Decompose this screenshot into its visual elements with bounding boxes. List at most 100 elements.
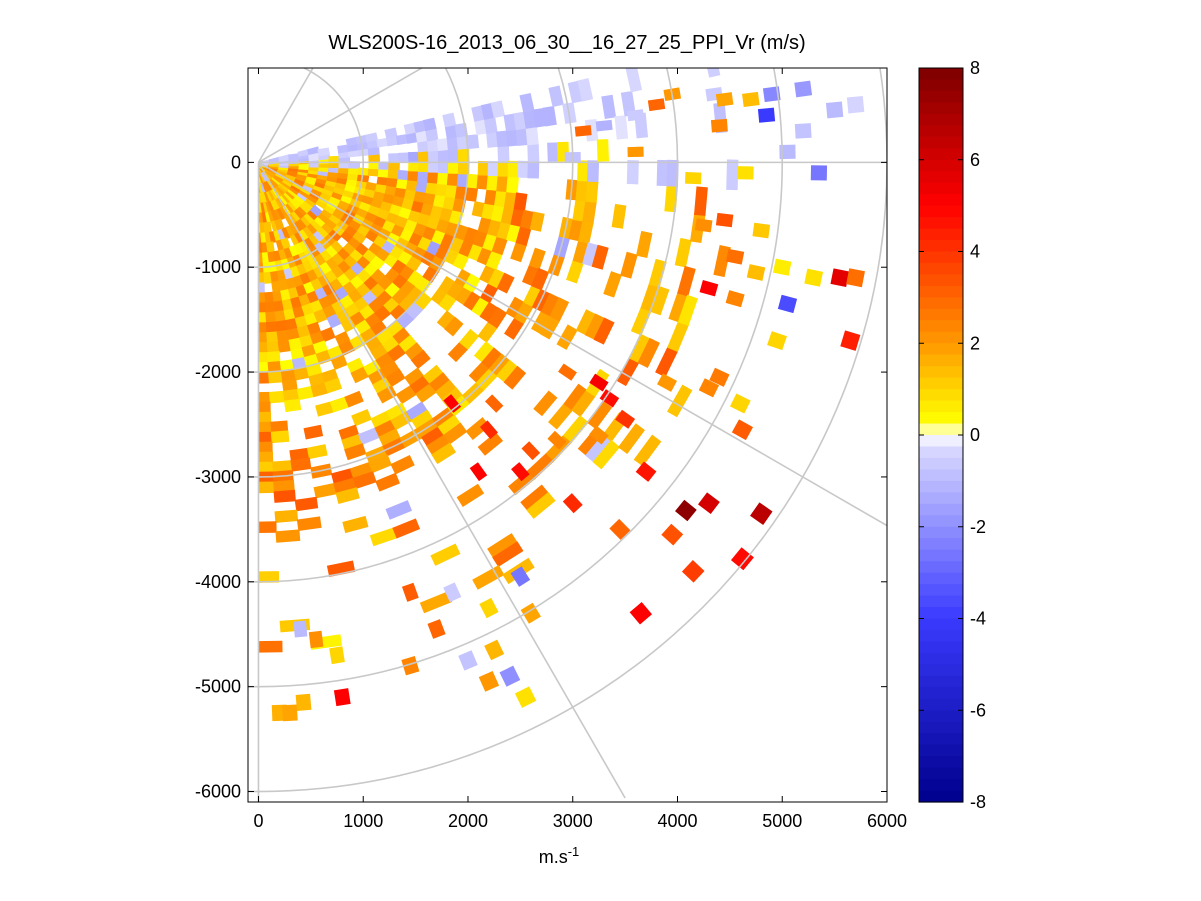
velocity-cell: [367, 368, 387, 386]
velocity-cell: [273, 489, 296, 503]
colorbar-band: [919, 733, 963, 746]
colorbar-tick-label: 0: [970, 425, 980, 445]
colorbar-band: [919, 503, 963, 516]
velocity-cell: [271, 280, 281, 294]
colorbar-band: [919, 217, 963, 230]
velocity-cell: [548, 402, 574, 430]
velocity-cell: [636, 230, 653, 259]
colorbar-band: [919, 320, 963, 333]
velocity-cell: [485, 394, 504, 413]
velocity-cell: [292, 253, 304, 268]
velocity-cell: [273, 479, 295, 493]
velocity-cell: [657, 373, 678, 392]
velocity-cell: [408, 161, 420, 172]
velocity-cell: [351, 408, 372, 427]
y-tick-label: -4000: [195, 572, 241, 592]
velocity-cell: [647, 98, 666, 112]
x-tick-label: 3000: [553, 811, 593, 831]
x-tick-label: 4000: [657, 811, 697, 831]
velocity-cell: [715, 212, 734, 228]
velocity-cell: [513, 301, 534, 324]
velocity-cell: [773, 258, 792, 276]
colorbar-band: [919, 171, 963, 184]
velocity-cell: [272, 290, 283, 304]
velocity-cell: [548, 85, 564, 108]
velocity-cell: [578, 220, 594, 244]
velocity-cell: [562, 493, 583, 514]
velocity-cell: [575, 309, 597, 336]
velocity-cell: [274, 310, 286, 323]
x-axis-label: m.s-1: [539, 844, 580, 867]
velocity-cell: [388, 161, 400, 171]
velocity-cell: [352, 230, 367, 244]
plot-frame: [247, 67, 888, 803]
velocity-cell: [411, 199, 425, 214]
velocity-cell: [296, 516, 322, 532]
velocity-cell: [466, 134, 480, 150]
velocity-cell: [494, 190, 508, 208]
velocity-cell: [294, 496, 319, 512]
velocity-cell: [620, 90, 636, 117]
velocity-cell: [286, 327, 301, 342]
velocity-cell: [693, 186, 708, 216]
velocity-cell: [293, 366, 310, 381]
velocity-cell: [380, 360, 400, 379]
colorbar-band: [919, 526, 963, 539]
velocity-cell: [486, 174, 500, 191]
velocity-cell: [746, 264, 766, 281]
velocity-cell: [285, 277, 297, 291]
velocity-cell: [648, 258, 667, 288]
velocity-cell: [685, 172, 702, 185]
velocity-cell: [418, 161, 430, 173]
velocity-cell: [358, 201, 373, 213]
velocity-cell: [527, 452, 555, 479]
velocity-cell: [825, 101, 844, 119]
velocity-cell: [303, 424, 324, 440]
velocity-cell: [618, 423, 645, 455]
velocity-cell: [392, 195, 406, 208]
velocity-cell: [422, 364, 444, 385]
velocity-cell: [454, 286, 474, 306]
velocity-cell: [752, 222, 771, 239]
velocity-cell: [595, 119, 613, 132]
velocity-cell: [457, 161, 470, 175]
colorbar-band: [919, 274, 963, 287]
colorbar-band: [919, 538, 963, 551]
velocity-cell: [388, 153, 400, 163]
velocity-cell: [363, 359, 382, 377]
velocity-cell: [487, 160, 500, 177]
velocity-cell: [697, 492, 720, 515]
velocity-cell: [616, 356, 640, 387]
velocity-cell: [479, 420, 498, 440]
velocity-cell: [666, 159, 679, 187]
velocity-cell: [268, 370, 283, 384]
velocity-cell: [329, 646, 345, 665]
velocity-cell: [329, 396, 349, 413]
colorbar-band: [919, 446, 963, 459]
velocity-cell: [479, 301, 499, 323]
velocity-cell: [390, 410, 413, 431]
velocity-cell: [425, 128, 439, 142]
velocity-cell: [456, 483, 485, 507]
velocity-cell: [527, 143, 540, 162]
velocity-cell: [487, 533, 518, 559]
velocity-cell: [677, 294, 699, 327]
velocity-cell: [263, 271, 272, 284]
velocity-cell: [521, 441, 541, 461]
velocity-cell: [368, 454, 392, 473]
velocity-cell: [417, 171, 430, 183]
colorbar-band: [919, 285, 963, 298]
velocity-cell: [317, 147, 330, 157]
x-tick-label: 1000: [343, 811, 383, 831]
velocity-cell: [387, 343, 407, 362]
velocity-cell: [515, 127, 529, 146]
velocity-cell: [308, 152, 321, 162]
velocity-cell: [436, 172, 450, 185]
velocity-cell: [777, 294, 798, 314]
velocity-cell: [661, 523, 684, 546]
velocity-cell: [401, 655, 420, 676]
velocity-cell: [368, 161, 381, 170]
velocity-cell: [381, 335, 401, 354]
velocity-cell: [415, 180, 429, 193]
velocity-cell: [337, 144, 350, 154]
